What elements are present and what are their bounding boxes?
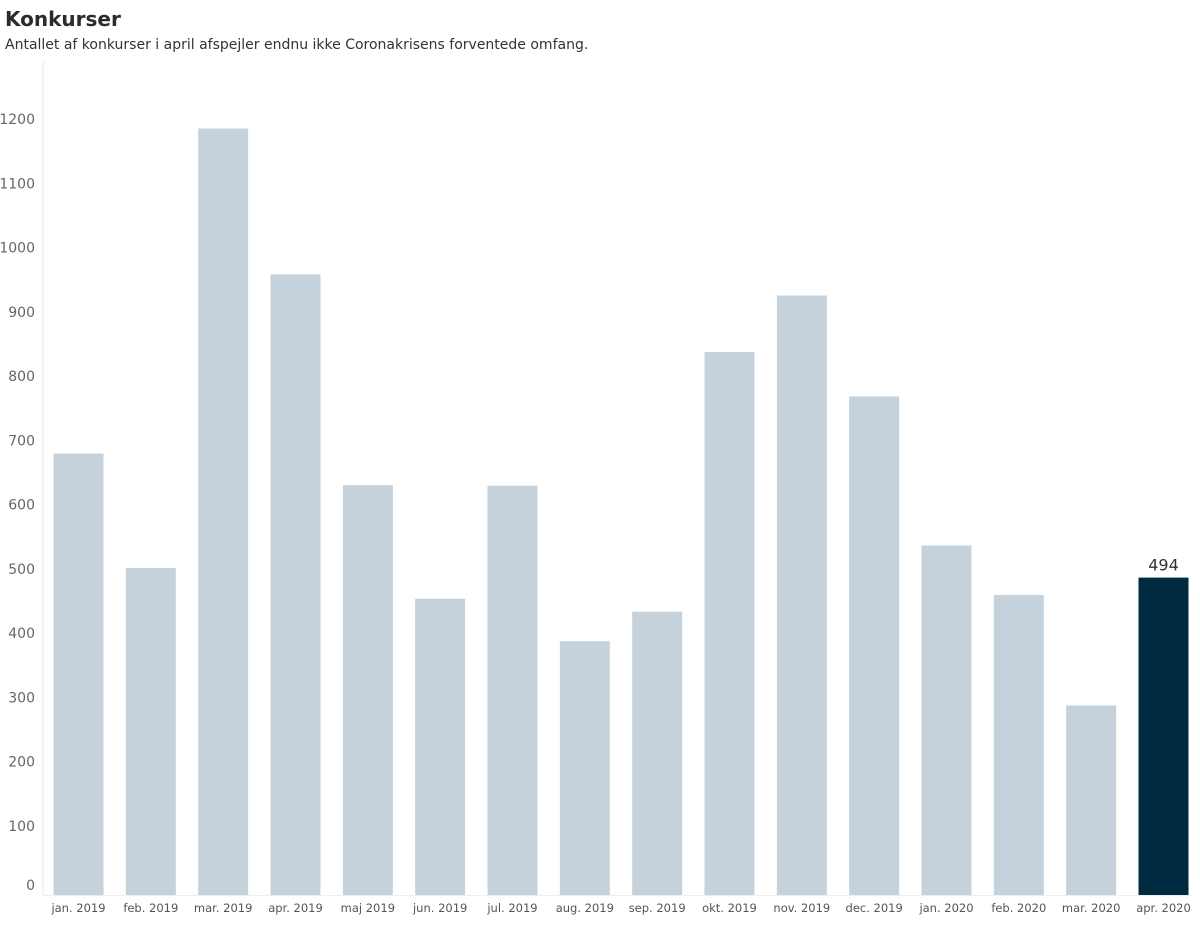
- x-tick-label: maj 2019: [341, 901, 395, 915]
- bar-jan-2019[interactable]: [53, 453, 104, 895]
- x-tick-label: jun. 2019: [412, 901, 467, 915]
- y-tick-label: 900: [8, 305, 35, 321]
- bar-feb-2019[interactable]: [125, 567, 176, 895]
- y-tick-label: 400: [8, 626, 35, 642]
- x-tick-label: nov. 2019: [773, 901, 830, 915]
- y-tick-label: 1200: [0, 112, 35, 128]
- x-tick-label: sep. 2019: [629, 901, 686, 915]
- y-tick-label: 1100: [0, 176, 35, 192]
- x-tick-label: jul. 2019: [486, 901, 537, 915]
- bar-sep-2019[interactable]: [632, 611, 683, 895]
- bar-dec-2019[interactable]: [849, 396, 900, 895]
- x-tick-label: dec. 2019: [846, 901, 903, 915]
- y-tick-label: 300: [8, 690, 35, 706]
- y-axis: 0 100 200 300 400 500 600 700 800 900 1000 1100 1200: [0, 112, 35, 894]
- y-tick-label: 800: [8, 369, 35, 385]
- x-tick-label: aug. 2019: [556, 901, 614, 915]
- y-tick-label: 700: [8, 433, 35, 449]
- bar-jan-2020[interactable]: [921, 545, 972, 895]
- x-tick-label: mar. 2020: [1062, 901, 1121, 915]
- x-tick-label: jan. 2020: [918, 901, 973, 915]
- data-labels: 494: [1148, 556, 1179, 575]
- bar-apr-2019[interactable]: [270, 274, 321, 896]
- bar-apr-2020[interactable]: [1138, 577, 1189, 895]
- y-tick-label: 200: [8, 755, 35, 771]
- x-tick-label: feb. 2019: [123, 901, 178, 915]
- y-tick-label: 600: [8, 498, 35, 514]
- x-tick-label: jan. 2019: [50, 901, 105, 915]
- x-tick-label: apr. 2019: [268, 901, 323, 915]
- bar-series: [53, 128, 1189, 896]
- x-tick-label: okt. 2019: [702, 901, 757, 915]
- y-tick-label: 0: [26, 878, 35, 894]
- bar-value-label: 494: [1148, 556, 1179, 575]
- y-tick-label: 500: [8, 562, 35, 578]
- chart-title: Konkurser: [5, 7, 121, 31]
- bar-aug-2019[interactable]: [559, 641, 610, 895]
- y-tick-label: 1000: [0, 241, 35, 257]
- bar-jul-2019[interactable]: [487, 485, 538, 895]
- y-tick-label: 100: [8, 819, 35, 835]
- x-axis: jan. 2019 feb. 2019 mar. 2019 apr. 2019 maj …: [50, 901, 1190, 915]
- bar-mar-2019[interactable]: [198, 128, 249, 895]
- bar-mar-2020[interactable]: [1066, 705, 1117, 895]
- x-tick-label: feb. 2020: [991, 901, 1046, 915]
- bar-maj-2019[interactable]: [342, 485, 393, 895]
- bar-okt-2019[interactable]: [704, 352, 755, 895]
- bar-feb-2020[interactable]: [993, 594, 1044, 895]
- bar-jun-2019[interactable]: [415, 598, 466, 895]
- chart-subtitle: Antallet af konkurser i april afspejler …: [5, 37, 589, 53]
- x-tick-label: mar. 2019: [194, 901, 253, 915]
- x-tick-label: apr. 2020: [1136, 901, 1191, 915]
- bar-nov-2019[interactable]: [776, 295, 827, 895]
